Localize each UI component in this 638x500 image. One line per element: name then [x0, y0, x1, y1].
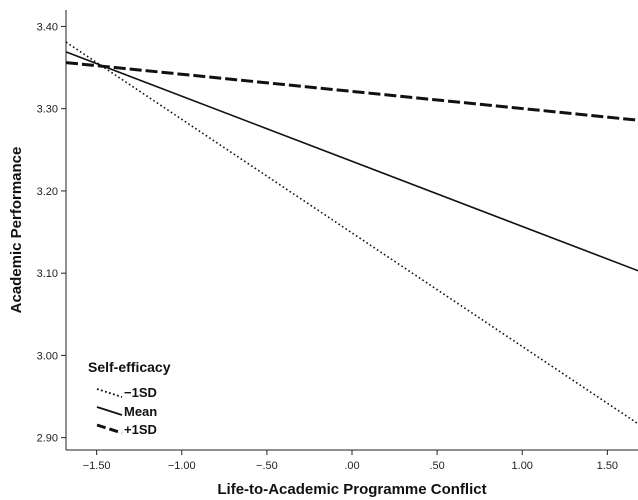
- legend-label-mean: Mean: [124, 404, 157, 419]
- series-line-mean: [66, 52, 638, 271]
- legend-swatch-mean: [97, 407, 122, 415]
- series-line-plus1sd: [66, 63, 638, 121]
- x-tick-label: 1.00: [512, 460, 533, 472]
- x-tick-label: 1.50: [597, 460, 618, 472]
- legend-swatch-minus1sd: [97, 389, 122, 397]
- legend-title: Self-efficacy: [88, 359, 171, 375]
- x-tick-label: .50: [429, 460, 444, 472]
- x-tick-label: −1.00: [168, 460, 196, 472]
- y-tick-label: 3.20: [37, 186, 58, 198]
- x-axis-title: Life-to-Academic Programme Conflict: [217, 481, 486, 498]
- y-tick-label: 3.30: [37, 104, 58, 116]
- y-tick-label: 3.10: [37, 268, 58, 280]
- y-tick-label: 2.90: [37, 433, 58, 445]
- legend-label-plus1sd: +1SD: [124, 422, 157, 437]
- x-tick-label: −.50: [256, 460, 278, 472]
- y-axis-title: Academic Performance: [8, 147, 25, 314]
- x-tick-label: −1.50: [83, 460, 111, 472]
- legend-label-minus1sd: −1SD: [124, 385, 157, 400]
- y-tick-label: 3.40: [37, 21, 58, 33]
- axes: [66, 10, 638, 450]
- y-tick-label: 3.00: [37, 350, 58, 362]
- legend-swatch-plus1sd: [97, 425, 122, 433]
- x-tick-label: .00: [344, 460, 359, 472]
- legend: Self-efficacy −1SD Mean +1SD: [88, 359, 171, 437]
